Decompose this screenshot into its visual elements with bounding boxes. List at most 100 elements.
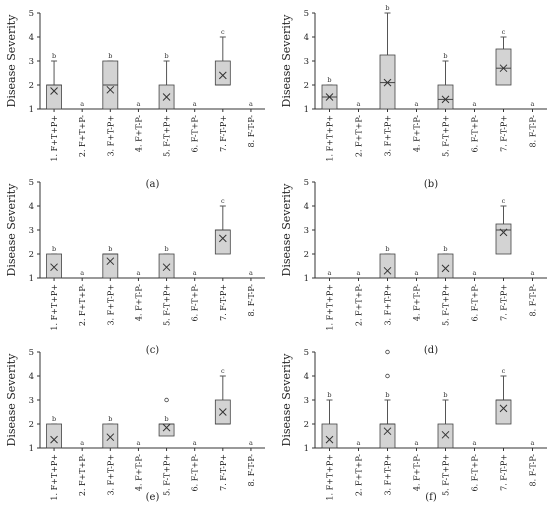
mean-marker [325,93,334,101]
category-label: 8. F-T-P- [247,115,256,148]
significance-letter: b [385,245,389,253]
box [437,423,454,449]
significance-letter: b [108,415,112,423]
significance-letter: a [531,269,535,277]
mean-marker [162,423,171,432]
significance-letter: a [193,439,197,447]
category-label: 6. F-T+P- [191,115,200,153]
mean-marker [218,234,227,243]
box [102,423,119,449]
y-tick-label: 3 [304,396,309,406]
category-label: 2. F+T+P- [78,284,87,326]
y-axis-label: Disease Severity [5,353,18,447]
box [46,84,62,110]
y-tick-label: 5 [304,178,309,188]
significance-letter: a [193,269,197,277]
mean-marker [499,404,508,413]
y-tick-label: 4 [304,202,309,212]
mean-marker [383,78,392,87]
significance-letter: b [443,245,447,253]
chart-panel-e: 1 2 3 4 5 Disease Severity 1. F+T+P+ 2. F+T+P- 3… [5,348,265,503]
significance-letter: a [136,269,140,277]
y-tick-label: 4 [304,372,309,382]
panel-label: (d) [424,345,438,356]
category-label: 5. F-T+P+ [442,115,451,157]
y-tick-label: 2 [29,250,34,260]
category-label: 5. F-T+P+ [442,284,451,326]
y-tick-label: 4 [29,372,34,382]
outlier-point [385,349,390,355]
category-label: 8. F-T-P- [529,284,538,317]
significance-letter: b [164,245,168,253]
category-label: 2. F+T+P- [355,284,364,326]
y-tick-label: 2 [29,420,34,430]
significance-letter: a [473,439,477,447]
box [495,399,512,425]
category-label: 5. F-T+P+ [442,454,451,496]
significance-letter: b [385,4,389,12]
box [46,253,62,279]
significance-letter: b [327,76,331,84]
chart-panel-d: 1 2 3 4 5 Disease Severity 1. F+T+P+ 2. F+T+P- 3… [280,178,547,356]
y-tick-label: 4 [29,202,34,212]
y-axis-label: Disease Severity [5,14,18,108]
mean-marker [50,435,58,444]
chart-panel-b: 1 2 3 4 5 Disease Severity 1. F+T+P+ 2. F+T+P- 3… [280,4,547,190]
category-label: 7. F-T-P+ [219,284,228,321]
y-axis-label: Disease Severity [280,353,293,447]
y-tick-label: 3 [29,57,34,67]
y-axis-label: Disease Severity [5,183,18,277]
significance-letter: a [473,100,477,108]
y-tick-label: 1 [29,444,34,454]
category-label: 3. F+T-P+ [384,284,393,326]
category-label: 6. F-T+P- [471,454,480,492]
category-label: 6. F-T+P- [471,115,480,153]
y-tick-label: 3 [304,226,309,236]
significance-letter: a [473,269,477,277]
category-label: 5. F-T+P+ [163,115,172,157]
significance-letter: a [136,439,140,447]
y-tick-label: 3 [304,57,309,67]
category-label: 1. F+T+P+ [326,115,335,162]
box [214,60,231,86]
box [495,223,512,255]
significance-letter: a [357,100,361,108]
significance-letter: a [80,269,84,277]
significance-letter: b [443,52,447,60]
category-label: 3. F+T-P+ [106,115,115,157]
category-label: 1. F+T+P+ [326,284,335,331]
category-label: 5. F-T+P+ [163,454,172,496]
category-label: 6. F-T+P- [191,284,200,322]
significance-letter: a [136,100,140,108]
significance-letter: a [415,100,419,108]
category-label: 2. F+T+P- [78,115,87,157]
significance-letter: a [249,100,253,108]
y-axis-label: Disease Severity [280,183,293,277]
mean-marker [106,257,115,266]
significance-letter: b [108,245,112,253]
mean-marker [499,228,508,237]
category-label: 5. F-T+P+ [163,284,172,326]
category-label: 8. F-T-P- [247,454,256,487]
box [158,253,175,279]
category-label: 3. F+T-P+ [106,454,115,496]
box [379,253,396,279]
significance-letter: c [221,28,225,36]
category-label: 4. F+T-P- [413,454,422,491]
significance-letter: b [443,391,447,399]
y-tick-label: 2 [304,250,309,260]
category-label: 6. F-T+P- [191,454,200,492]
category-label: 8. F-T-P- [529,115,538,148]
box [158,423,175,437]
category-label: 1. F+T+P+ [50,284,59,331]
significance-letter: a [249,439,253,447]
significance-letter: b [52,245,56,253]
y-tick-label: 1 [304,105,309,115]
outlier-point [385,373,390,379]
significance-letter: a [80,439,84,447]
category-label: 7. F-T-P+ [219,454,228,491]
mean-marker [441,95,450,104]
y-tick-label: 1 [304,444,309,454]
category-label: 2. F+T+P- [78,454,87,496]
